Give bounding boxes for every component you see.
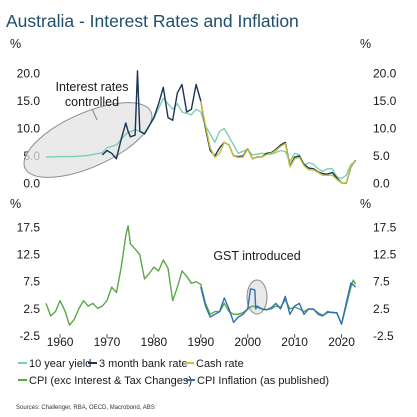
bottom-y-tick-left: 2.5 <box>23 302 40 316</box>
interest-rates-panel: % % 20.020.015.015.010.010.05.05.00.00.0… <box>10 37 397 191</box>
legend: 10 year yield 3 month bank rate Cash rate C… <box>18 358 329 387</box>
bottom-y-tick-right: -2.5 <box>373 329 394 343</box>
bottom-y-tick-right: 12.5 <box>373 248 397 262</box>
legend-label: 10 year yield <box>29 358 91 370</box>
legend-label: Cash rate <box>196 358 244 370</box>
source-note: Sources: Challenger, RBA, OECD, Macrobon… <box>16 405 155 411</box>
x-tick-label: 2020 <box>328 335 355 349</box>
x-tick-label: 2000 <box>234 335 261 349</box>
top-y-tick-right: 10.0 <box>373 122 397 136</box>
bottom-y-tick-right: 17.5 <box>373 220 397 234</box>
top-right-unit: % <box>360 37 371 51</box>
series-cash-rate <box>200 100 357 184</box>
annotation-gst-introduced: GST introduced <box>213 249 300 263</box>
top-y-tick-right: 20.0 <box>373 67 397 81</box>
top-y-tick-left: 10.0 <box>17 122 41 136</box>
bottom-left-unit: % <box>10 197 21 211</box>
x-tick-label: 1960 <box>47 335 74 349</box>
bottom-y-tick-left: -2.5 <box>19 329 40 343</box>
bottom-right-unit: % <box>360 197 371 211</box>
series-cpi-inflation-as-published <box>200 282 357 325</box>
annotation-leader-line <box>91 108 98 121</box>
top-left-unit: % <box>10 37 21 51</box>
legend-label: 3 month bank rate <box>99 358 188 370</box>
bottom-y-tick-right: 7.5 <box>373 275 390 289</box>
interest-rates-controlled-ellipse <box>23 102 153 178</box>
top-y-tick-right: 5.0 <box>373 149 390 163</box>
inflation-panel: % % 17.5 17.5 12.5 12.5 7.5 7.5 2.5 2.5 -2.5 -2.5… <box>10 197 397 349</box>
series-3-month-bank-rate <box>101 70 357 184</box>
x-tick-label: 1990 <box>187 335 214 349</box>
series-cpi-exc-interest-tax-changes <box>45 225 357 326</box>
bottom-y-tick-right: 2.5 <box>373 302 390 316</box>
x-tick-label: 1970 <box>94 335 121 349</box>
annotation-interest-rates: Interest rates <box>56 80 129 94</box>
legend-label: CPI Inflation (as published) <box>197 375 329 387</box>
top-y-tick-right: 0.0 <box>373 177 390 191</box>
legend-label: CPI (exc Interest & Tax Changes) <box>29 375 192 387</box>
top-y-tick-left: 0.0 <box>23 177 40 191</box>
top-y-tick-left: 20.0 <box>17 67 41 81</box>
bottom-y-tick-left: 12.5 <box>17 248 41 262</box>
x-tick-label: 2010 <box>281 335 308 349</box>
top-y-tick-left: 15.0 <box>17 94 41 108</box>
annotation-controlled: controlled <box>65 95 119 109</box>
bottom-y-tick-left: 7.5 <box>23 275 40 289</box>
chart-title: Australia - Interest Rates and Inflation <box>6 11 299 31</box>
x-tick-label: 1980 <box>141 335 168 349</box>
bottom-y-tick-left: 17.5 <box>17 220 41 234</box>
top-y-tick-right: 15.0 <box>373 94 397 108</box>
